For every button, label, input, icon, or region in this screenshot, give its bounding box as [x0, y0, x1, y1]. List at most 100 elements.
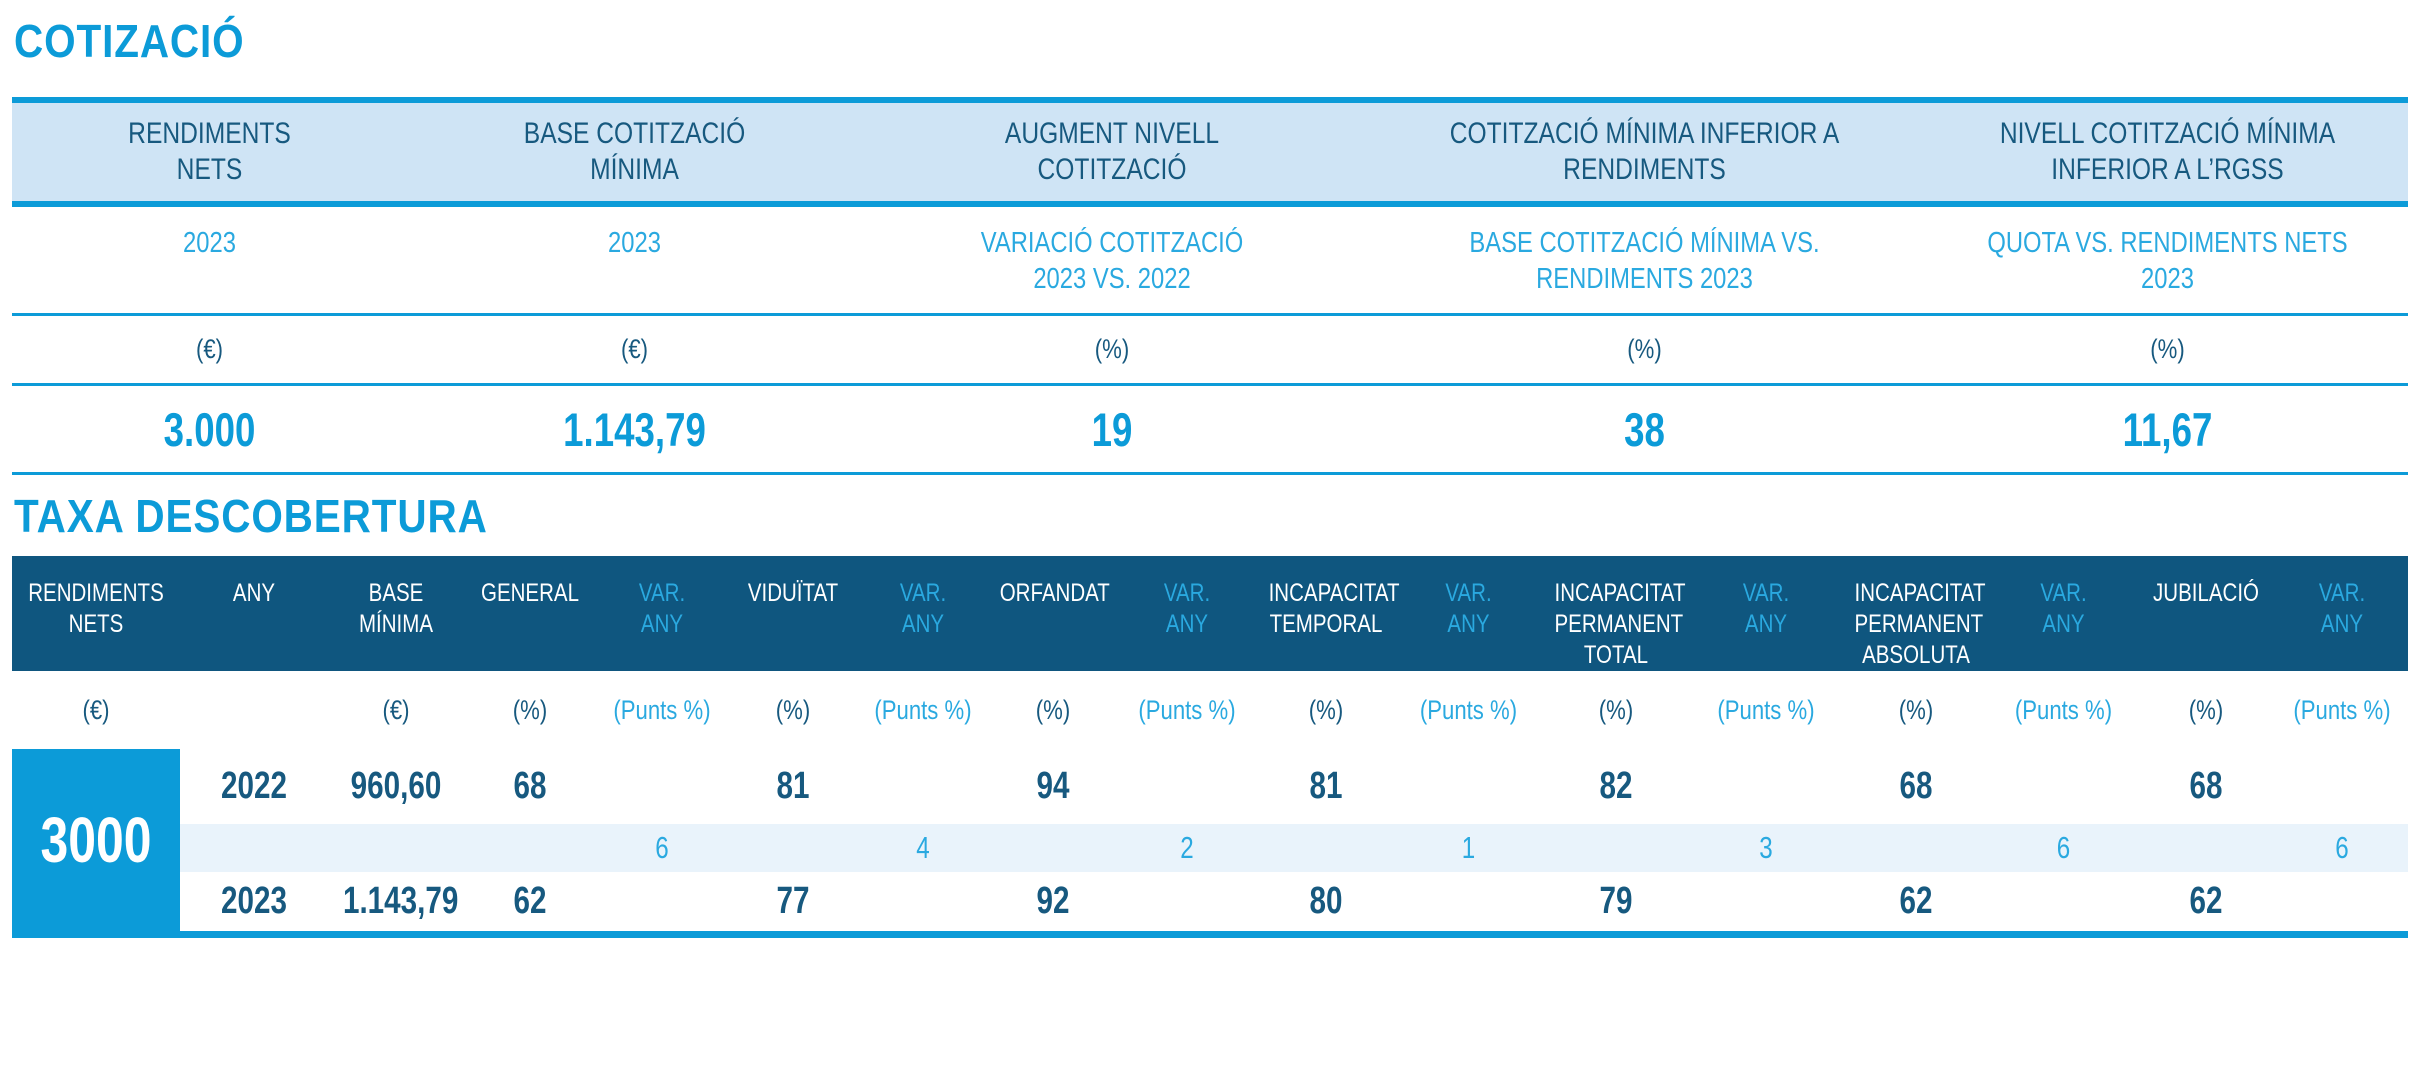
header-nivell-cotitzacio-rgss-text: NIVELL COTITZACIÓ MÍNIMA INFERIOR A L’RG…: [1999, 116, 2336, 186]
cell-var-orfandat: 2: [1118, 824, 1256, 873]
t2-header-incapacitat-temporal-text: INCAPACITAT TEMPORAL: [1268, 578, 1400, 638]
t2-unit-var-2-text: (Punts %): [874, 694, 972, 725]
cell-var-incap-perm-total: 3: [1691, 824, 1841, 873]
t2-header-var-any-7: VAR. ANY: [2276, 555, 2408, 672]
cell-var-general-label-empty: [464, 824, 596, 873]
t2-unit-base-text: (€): [382, 694, 410, 725]
t2-unit-viduitat: (%): [728, 671, 858, 749]
t2-unit-jubilacio-text: (%): [2188, 694, 2224, 725]
cotitzacio-values-row: 3.000 1.143,79 19 38 11,67: [12, 384, 2408, 476]
t2-unit-incap-perm-total: (%): [1541, 671, 1691, 749]
cell-var-viduitat-text: 4: [916, 830, 930, 866]
cell-var-incap-perm-total-text: 3: [1759, 830, 1773, 866]
cell-2023-var-incap-perm-total: [1691, 872, 1841, 938]
cell-var-incap-temporal: 1: [1396, 824, 1541, 873]
t2-header-var-any-2: VAR. ANY: [858, 555, 988, 672]
cell-2023-var-jubilacio: [2276, 872, 2408, 938]
subheader-base: 2023: [407, 203, 862, 317]
t2-header-var-any-4-text: VAR. ANY: [1445, 578, 1492, 638]
t2-unit-var-3: (Punts %): [1118, 671, 1256, 749]
cell-2022-viduitat: 81: [728, 749, 858, 824]
t2-unit-incap-temporal-text: (%): [1308, 694, 1344, 725]
t2-header-var-any-5-text: VAR. ANY: [1742, 578, 1790, 638]
t2-unit-base: (€): [328, 671, 464, 749]
unit-rendiments: (€): [12, 314, 407, 387]
cell-2023-viduitat: 77: [728, 872, 858, 938]
taxa-variation-row: 6 4 2 1 3 6 6: [12, 824, 2408, 873]
taxa-table: RENDIMENTS NETS ANY BASE MÍNIMA GENERAL …: [12, 555, 2408, 938]
cell-2023-incap-perm-total: 79: [1541, 872, 1691, 938]
unit-minima-inferior: (%): [1362, 314, 1927, 387]
cell-var-incap-perm-absoluta: 6: [1991, 824, 2136, 873]
header-base-cotitzacio-minima-text: BASE COTITZACIÓ MÍNIMA: [523, 116, 746, 186]
t2-header-var-any-4: VAR. ANY: [1396, 555, 1541, 672]
cell-2022-orfandat-text: 94: [1036, 765, 1070, 808]
t2-unit-incap-temporal: (%): [1256, 671, 1396, 749]
t2-unit-var-1: (Punts %): [596, 671, 728, 749]
cell-2023-incap-perm-total-text: 79: [1599, 880, 1633, 923]
unit-minima-inferior-text: (%): [1627, 334, 1662, 365]
header-cotitzacio-minima-inferior-text: COTITZACIÓ MÍNIMA INFERIOR A RENDIMENTS: [1449, 116, 1840, 186]
t2-unit-var-3-text: (Punts %): [1138, 694, 1236, 725]
value-augment-nivell-text: 19: [1091, 402, 1133, 456]
t2-header-var-any-5: VAR. ANY: [1691, 555, 1841, 672]
t2-header-incapacitat-permanent-total: INCAPACITAT PERMANENT TOTAL: [1541, 555, 1691, 672]
infographic-page: COTIZACIÓ RENDIMENTS NETS BASE COTITZACI…: [0, 16, 2420, 1082]
subheader-rendiments-text: 2023: [183, 226, 236, 259]
cell-2023-var-viduitat: [858, 872, 988, 938]
unit-nivell-rgss: (%): [1927, 314, 2408, 387]
t2-header-rendiments-nets: RENDIMENTS NETS: [12, 555, 180, 672]
t2-unit-var-6-text: (Punts %): [2014, 694, 2113, 725]
cell-2023-jubilacio-text: 62: [2189, 880, 2223, 923]
cell-var-incap-perm-absoluta-text: 6: [2056, 830, 2071, 866]
cell-2022-base-minima-text: 960,60: [350, 765, 442, 808]
t2-header-orfandat-text: ORFANDAT: [999, 578, 1110, 607]
t2-unit-var-7: (Punts %): [2276, 671, 2408, 749]
value-rendiments-nets-text: 3.000: [163, 402, 256, 456]
t2-header-base-minima: BASE MÍNIMA: [328, 555, 464, 672]
cell-var-jubilacio: 6: [2276, 824, 2408, 873]
t2-unit-var-4-text: (Punts %): [1419, 694, 1518, 725]
subheader-variacio-text: VARIACIÓ COTITZACIÓ 2023 VS. 2022: [980, 226, 1244, 295]
cell-2022-any: 2022: [180, 749, 328, 824]
cell-var-jubilacio-label-empty: [2136, 824, 2276, 873]
t2-header-viduitat-text: VIDUÏTAT: [747, 578, 839, 607]
unit-base: (€): [407, 314, 862, 387]
cell-2023-general-text: 62: [513, 880, 547, 923]
unit-augment-text: (%): [1094, 334, 1130, 365]
subheader-variacio: VARIACIÓ COTITZACIÓ 2023 VS. 2022: [862, 203, 1362, 317]
value-nivell-rgss-text: 11,67: [2122, 402, 2213, 456]
cell-2023-base-minima-text: 1.143,79: [342, 880, 459, 923]
cell-var-incap-perm-absoluta-label-empty: [1841, 824, 1991, 873]
taxa-header-row: RENDIMENTS NETS ANY BASE MÍNIMA GENERAL …: [12, 555, 2408, 672]
taxa-units-row: (€) (€) (%) (Punts %) (%) (Punts %) (%) …: [12, 671, 2408, 749]
section-title-taxa: TAXA DESCOBERTURA: [14, 491, 2420, 542]
t2-header-var-any-1: VAR. ANY: [596, 555, 728, 672]
value-base-minima-text: 1.143,79: [563, 402, 706, 456]
t2-header-var-any-2-text: VAR. ANY: [899, 578, 947, 638]
cell-2022-viduitat-text: 81: [776, 765, 810, 808]
cell-2022-general-text: 68: [513, 765, 547, 808]
subheader-base-vs-rendiments-text: BASE COTITZACIÓ MÍNIMA VS. RENDIMENTS 20…: [1469, 226, 1820, 295]
cell-var-incap-temporal-text: 1: [1461, 830, 1476, 866]
cell-2023-viduitat-text: 77: [776, 880, 810, 923]
cell-2023-var-general: [596, 872, 728, 938]
taxa-row-2022: 3000 2022 960,60 68 81 94 81 82 68 68: [12, 749, 2408, 938]
cell-2022-incap-perm-total-text: 82: [1599, 765, 1633, 808]
cell-2022-incap-perm-absoluta: 68: [1841, 749, 1991, 824]
t2-unit-viduitat-text: (%): [775, 694, 811, 725]
t2-header-general: GENERAL: [464, 555, 596, 672]
t2-unit-var-2: (Punts %): [858, 671, 988, 749]
t2-header-var-any-7-text: VAR. ANY: [2318, 578, 2366, 638]
cell-2023-var-incap-perm-absoluta: [1991, 872, 2136, 938]
section-title-cotitzacio: COTIZACIÓ: [14, 16, 2420, 67]
t2-unit-general: (%): [464, 671, 596, 749]
t2-header-incapacitat-permanent-absoluta: INCAPACITAT PERMANENT ABSOLUTA: [1841, 555, 1991, 672]
header-rendiments-nets-text: RENDIMENTS NETS: [128, 116, 291, 186]
cell-var-general: 6: [596, 824, 728, 873]
t2-header-rendiments-nets-text: RENDIMENTS NETS: [28, 578, 164, 638]
t2-header-var-any-1-text: VAR. ANY: [638, 578, 686, 638]
header-base-cotitzacio-minima: BASE COTITZACIÓ MÍNIMA: [407, 96, 862, 207]
cell-var-incap-perm-total-label-empty: [1541, 824, 1691, 873]
cell-var-jubilacio-text: 6: [2335, 830, 2349, 866]
